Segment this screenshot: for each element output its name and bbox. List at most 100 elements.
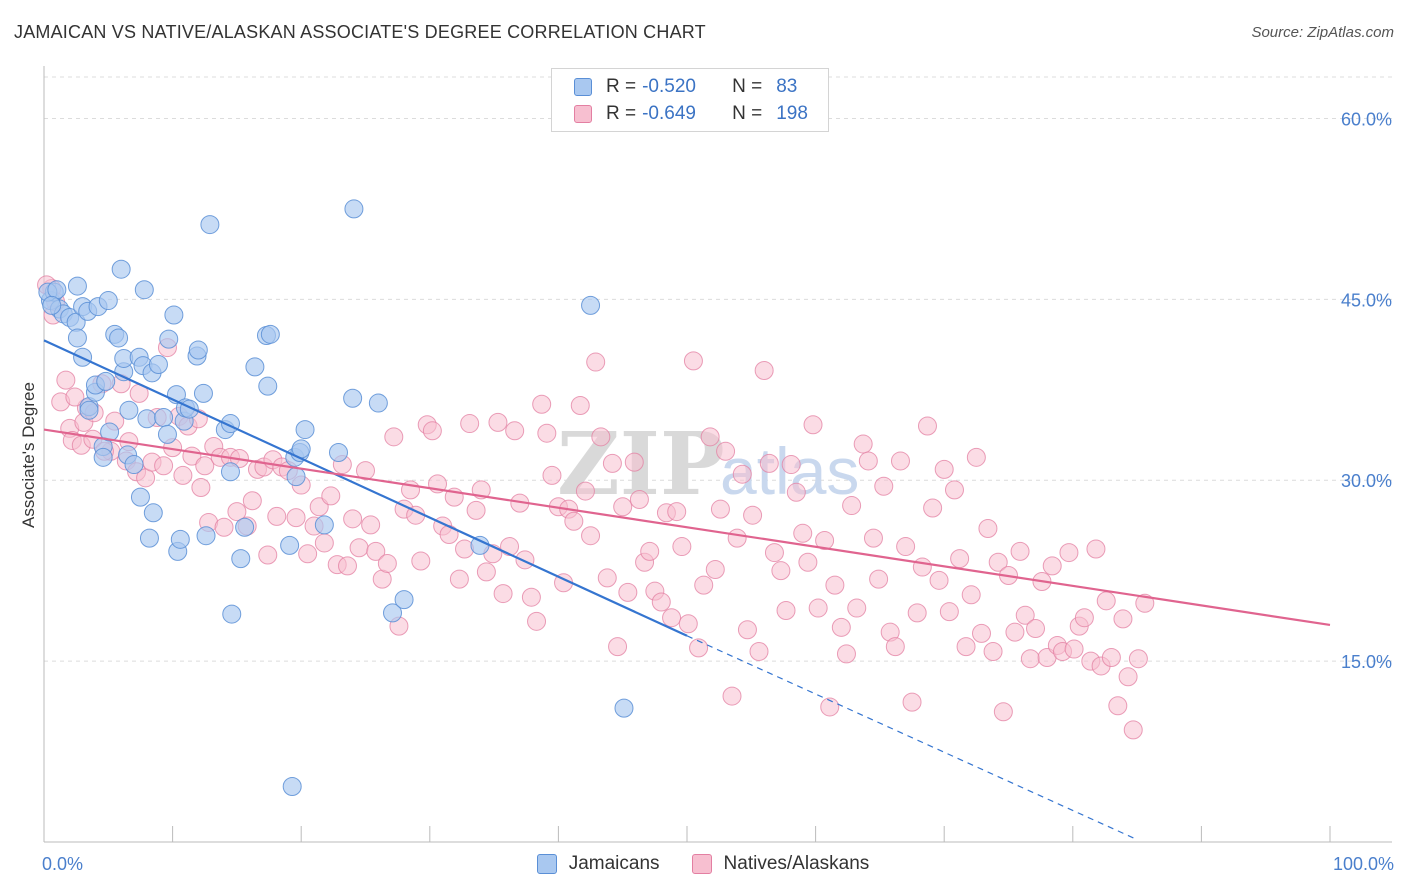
natives-point bbox=[449, 569, 469, 589]
jamaicans-point bbox=[159, 329, 179, 349]
natives-point bbox=[624, 452, 644, 472]
natives-point bbox=[874, 476, 894, 496]
natives-point bbox=[907, 603, 927, 623]
natives-swatch bbox=[574, 105, 592, 123]
natives-point bbox=[776, 600, 796, 620]
jamaicans-point bbox=[130, 487, 150, 507]
n-label: N = bbox=[732, 103, 763, 124]
jamaicans-point bbox=[79, 400, 99, 420]
jamaicans-point bbox=[119, 400, 139, 420]
natives-point bbox=[749, 641, 769, 661]
jamaicans-point bbox=[148, 354, 168, 374]
natives-point bbox=[602, 453, 622, 473]
legend-item-natives[interactable]: Natives/Alaskans bbox=[691, 853, 870, 875]
natives-point bbox=[917, 416, 937, 436]
natives-point bbox=[759, 453, 779, 473]
jamaicans-point bbox=[109, 328, 129, 348]
natives-point bbox=[613, 497, 633, 517]
natives-point bbox=[361, 515, 381, 535]
natives-point bbox=[1101, 648, 1121, 667]
natives-point bbox=[286, 508, 306, 528]
series-legend: Jamaicans Natives/Alaskans bbox=[0, 852, 1406, 876]
natives-point bbox=[455, 539, 475, 559]
natives-point bbox=[608, 637, 628, 657]
natives-point bbox=[1015, 605, 1035, 625]
natives-point bbox=[971, 623, 991, 643]
x-tick-label-max: 100.0% bbox=[1333, 854, 1394, 874]
stats-row-natives: R = -0.649 N = 198 bbox=[574, 103, 808, 125]
jamaicans-point bbox=[154, 408, 174, 428]
n-value: 83 bbox=[776, 76, 798, 97]
natives-point bbox=[195, 456, 215, 476]
natives-point bbox=[1074, 608, 1094, 628]
trend-lines bbox=[43, 339, 1331, 841]
natives-point bbox=[743, 505, 763, 525]
jamaicans-point bbox=[164, 305, 184, 325]
jamaicans-point bbox=[170, 529, 190, 549]
jamaicans-trend-line bbox=[43, 339, 688, 637]
natives-point bbox=[337, 556, 357, 576]
r-label: R = bbox=[606, 103, 637, 124]
natives-point bbox=[476, 562, 496, 582]
jamaicans-point bbox=[383, 603, 403, 623]
natives-point bbox=[591, 427, 611, 447]
chart-title: JAMAICAN VS NATIVE/ALASKAN ASSOCIATE'S D… bbox=[14, 22, 706, 42]
jamaicans-point bbox=[200, 215, 220, 235]
natives-point bbox=[500, 537, 520, 557]
natives-point bbox=[683, 351, 703, 371]
jamaicans-point bbox=[96, 371, 116, 391]
natives-point bbox=[853, 434, 873, 454]
natives-point bbox=[1123, 720, 1143, 740]
natives-point bbox=[847, 598, 867, 618]
natives-point bbox=[705, 559, 725, 579]
jamaicans-point bbox=[258, 376, 278, 396]
natives-point bbox=[537, 423, 557, 443]
jamaicans-point bbox=[314, 515, 334, 535]
natives-point bbox=[1042, 556, 1062, 576]
source-label: Source: ZipAtlas.com bbox=[1251, 24, 1394, 41]
natives-point bbox=[842, 496, 862, 516]
natives-point bbox=[1096, 591, 1116, 611]
natives-point bbox=[629, 490, 649, 510]
natives-point bbox=[597, 568, 617, 588]
natives-point bbox=[764, 543, 784, 563]
natives-point bbox=[786, 482, 806, 502]
jamaicans-point bbox=[295, 420, 315, 440]
jamaicans-point bbox=[222, 604, 242, 624]
jamaicans-point bbox=[100, 422, 120, 442]
natives-point bbox=[771, 561, 791, 581]
jamaicans-point bbox=[67, 276, 87, 296]
jamaicans-point bbox=[260, 324, 280, 344]
natives-point bbox=[820, 697, 840, 717]
natives-point bbox=[1118, 667, 1138, 687]
jamaicans-point bbox=[328, 443, 348, 462]
natives-point bbox=[662, 608, 682, 628]
natives-point bbox=[1086, 539, 1106, 559]
natives-point bbox=[154, 456, 174, 476]
legend-item-jamaicans[interactable]: Jamaicans bbox=[536, 853, 660, 875]
legend-label-natives: Natives/Alaskans bbox=[723, 853, 870, 874]
natives-point bbox=[896, 537, 916, 557]
r-label: R = bbox=[606, 76, 637, 97]
natives-point bbox=[1010, 541, 1030, 561]
natives-point bbox=[885, 637, 905, 657]
natives-point bbox=[460, 414, 480, 434]
r-value: -0.649 bbox=[642, 103, 696, 124]
natives-point bbox=[521, 587, 541, 607]
natives-point bbox=[798, 552, 818, 572]
natives-point bbox=[309, 497, 329, 517]
natives-point bbox=[314, 533, 334, 553]
jamaicans-point bbox=[143, 503, 163, 523]
natives-point bbox=[366, 541, 386, 561]
jamaicans-point bbox=[67, 328, 87, 348]
natives-point bbox=[422, 421, 442, 441]
tick-labels: 15.0% 30.0% 45.0% 60.0% 0.0% 100.0% bbox=[42, 109, 1394, 874]
natives-point bbox=[515, 550, 535, 570]
jamaicans-point bbox=[157, 424, 177, 444]
natives-legend-swatch bbox=[691, 854, 712, 874]
natives-point bbox=[1108, 696, 1128, 716]
natives-point bbox=[356, 461, 375, 481]
natives-point bbox=[781, 455, 801, 475]
jamaicans-point bbox=[614, 698, 634, 718]
